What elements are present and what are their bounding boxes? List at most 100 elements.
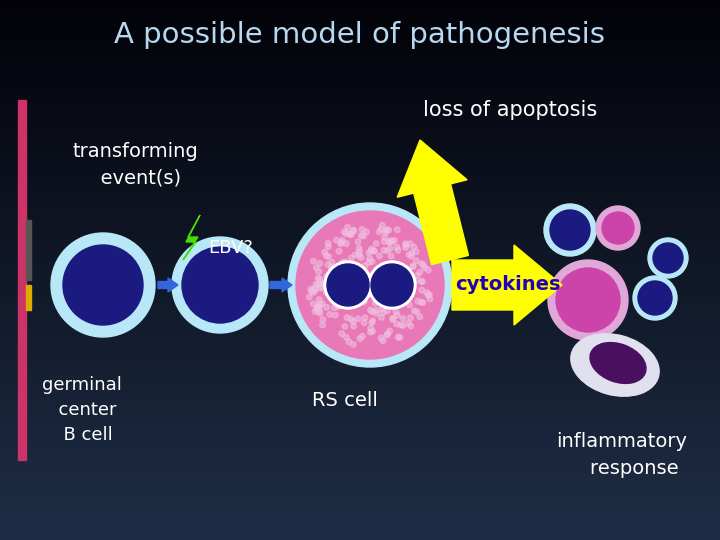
Circle shape xyxy=(324,273,330,279)
Circle shape xyxy=(404,290,410,295)
Circle shape xyxy=(395,247,401,253)
Ellipse shape xyxy=(590,342,646,383)
Ellipse shape xyxy=(571,334,659,396)
Circle shape xyxy=(395,227,400,233)
Circle shape xyxy=(341,229,347,235)
Circle shape xyxy=(382,272,388,277)
Bar xyxy=(0,534,720,540)
Circle shape xyxy=(370,318,376,324)
Bar xyxy=(0,459,720,467)
Bar xyxy=(0,237,720,244)
Circle shape xyxy=(395,313,400,318)
Circle shape xyxy=(312,287,318,293)
Bar xyxy=(0,270,720,278)
Bar xyxy=(0,20,720,28)
Circle shape xyxy=(398,322,404,328)
Text: inflammatory
    response: inflammatory response xyxy=(557,432,688,478)
Circle shape xyxy=(351,319,356,325)
Circle shape xyxy=(316,305,322,310)
Circle shape xyxy=(422,265,428,271)
Circle shape xyxy=(316,297,322,302)
Circle shape xyxy=(420,262,426,268)
Circle shape xyxy=(402,241,408,246)
Circle shape xyxy=(372,248,377,254)
Circle shape xyxy=(374,310,379,316)
Circle shape xyxy=(408,323,413,329)
Bar xyxy=(0,426,720,433)
Circle shape xyxy=(405,282,411,288)
Bar xyxy=(0,411,720,420)
Circle shape xyxy=(359,333,365,339)
Bar xyxy=(0,378,720,386)
Circle shape xyxy=(544,204,596,256)
Circle shape xyxy=(366,256,372,261)
Bar xyxy=(0,357,720,366)
Circle shape xyxy=(351,227,356,233)
Bar xyxy=(0,47,720,55)
Circle shape xyxy=(390,317,395,322)
Circle shape xyxy=(387,328,392,334)
Circle shape xyxy=(322,280,327,285)
Bar xyxy=(0,526,720,534)
Circle shape xyxy=(312,286,318,291)
Circle shape xyxy=(390,315,395,321)
Circle shape xyxy=(369,282,374,288)
Bar xyxy=(0,438,720,447)
FancyArrow shape xyxy=(397,140,469,265)
Circle shape xyxy=(427,292,432,298)
Circle shape xyxy=(351,228,356,234)
Circle shape xyxy=(369,309,375,315)
Bar xyxy=(0,176,720,183)
Circle shape xyxy=(358,233,364,239)
Circle shape xyxy=(361,320,367,326)
Circle shape xyxy=(602,212,634,244)
Circle shape xyxy=(316,281,321,287)
Circle shape xyxy=(325,240,330,246)
Circle shape xyxy=(320,317,325,322)
Circle shape xyxy=(413,249,419,254)
Bar xyxy=(0,507,720,514)
Circle shape xyxy=(361,288,367,294)
Circle shape xyxy=(324,261,372,309)
Circle shape xyxy=(361,298,367,303)
Circle shape xyxy=(406,252,412,258)
Circle shape xyxy=(392,274,397,280)
Bar xyxy=(0,209,720,217)
Bar xyxy=(0,486,720,494)
Circle shape xyxy=(390,239,395,245)
Circle shape xyxy=(633,276,677,320)
Circle shape xyxy=(364,229,369,235)
Circle shape xyxy=(394,244,400,250)
Bar xyxy=(26,220,31,280)
Circle shape xyxy=(374,308,379,313)
Circle shape xyxy=(417,269,423,275)
Circle shape xyxy=(407,302,412,308)
Circle shape xyxy=(344,272,349,278)
Circle shape xyxy=(400,316,406,321)
Circle shape xyxy=(408,241,413,246)
Circle shape xyxy=(556,268,620,332)
Circle shape xyxy=(368,248,374,254)
Circle shape xyxy=(338,241,343,247)
Circle shape xyxy=(426,292,431,298)
Circle shape xyxy=(354,298,359,304)
Circle shape xyxy=(326,254,331,259)
Bar xyxy=(0,284,720,291)
Circle shape xyxy=(314,306,319,312)
Circle shape xyxy=(317,308,323,314)
Circle shape xyxy=(653,243,683,273)
Bar xyxy=(0,14,720,21)
Circle shape xyxy=(392,267,398,273)
Circle shape xyxy=(340,265,346,270)
Bar xyxy=(0,6,720,15)
Circle shape xyxy=(327,264,369,306)
Circle shape xyxy=(338,288,344,293)
Circle shape xyxy=(350,280,356,286)
Bar xyxy=(0,453,720,460)
Circle shape xyxy=(356,246,362,251)
Circle shape xyxy=(550,210,590,250)
Bar xyxy=(0,519,720,528)
Bar xyxy=(0,345,720,352)
Bar xyxy=(0,27,720,35)
Circle shape xyxy=(596,206,640,250)
